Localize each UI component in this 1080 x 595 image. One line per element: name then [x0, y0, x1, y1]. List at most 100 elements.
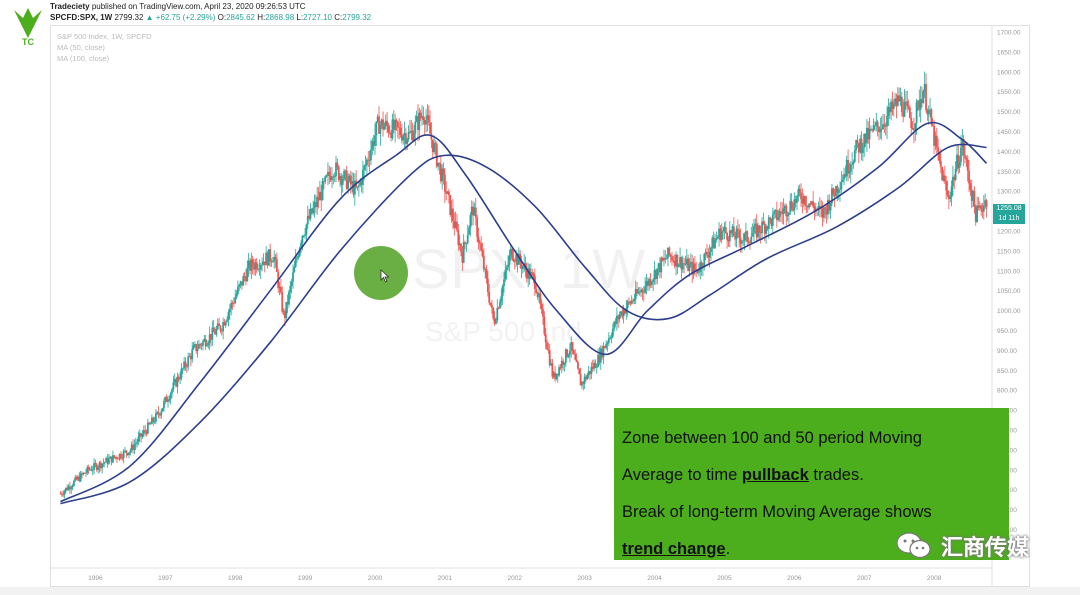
candle-body: [262, 261, 265, 265]
candle-body: [747, 241, 750, 243]
candle-body: [304, 234, 306, 236]
x-tick-label: 1996: [88, 575, 103, 582]
candle-body: [183, 361, 186, 369]
candle-body: [461, 251, 464, 263]
x-tick-label: 2006: [787, 575, 802, 582]
candle-body: [164, 397, 167, 402]
candle-body: [136, 442, 138, 444]
candle-body: [937, 147, 940, 152]
candle-body: [171, 389, 173, 394]
candle-body: [155, 412, 157, 422]
bar-countdown: 1d 11h: [998, 215, 1020, 222]
candle-body: [146, 422, 149, 434]
callout-line-4: trend change.: [622, 531, 1001, 568]
candle-body: [199, 344, 202, 345]
candle-body: [597, 354, 599, 367]
ma50-line: [60, 121, 988, 503]
candle-body: [392, 119, 395, 130]
candle-body: [484, 268, 487, 270]
candle-body: [677, 264, 680, 267]
candle-body: [757, 225, 759, 238]
candle-body: [390, 132, 393, 139]
candle-body: [266, 252, 269, 266]
candle-body: [805, 205, 808, 207]
candle-body: [806, 205, 809, 208]
candle-body: [585, 376, 587, 380]
candle-body: [611, 328, 614, 337]
candle-body: [73, 480, 75, 486]
candle-body: [525, 269, 528, 279]
candle-body: [640, 289, 642, 293]
candle-body: [59, 493, 62, 495]
candle-body: [765, 226, 767, 234]
candle-body: [973, 190, 976, 207]
x-tick-label: 1999: [298, 575, 313, 582]
candle-body: [249, 260, 251, 271]
candle-body: [301, 235, 304, 244]
candle-body: [465, 243, 468, 244]
candle-body: [676, 254, 679, 267]
candle-body: [380, 119, 383, 125]
candle-body: [642, 291, 645, 293]
candle-body: [853, 150, 856, 162]
candle-body: [509, 248, 512, 256]
candle-body: [477, 236, 480, 243]
candle-body: [673, 260, 676, 267]
candle-body: [231, 302, 234, 304]
candle-body: [176, 376, 179, 387]
close-value: 2799.32: [342, 13, 372, 22]
candle-body: [723, 227, 726, 231]
tradeciety-logo-icon: TC: [14, 8, 42, 47]
candle-body: [156, 412, 159, 413]
callout-line-4-end: .: [725, 540, 731, 558]
y-tick-label: 1550.00: [997, 89, 1021, 96]
candle-body: [89, 469, 91, 471]
candle-body: [427, 115, 430, 123]
candle-body: [766, 226, 769, 230]
candle-body: [360, 181, 363, 185]
candle-body: [758, 225, 761, 233]
candle-body: [544, 333, 547, 343]
candle-body: [802, 196, 805, 204]
callout-line-2-end: trades.: [808, 466, 864, 484]
candle-body: [880, 128, 883, 130]
candle-body: [200, 344, 203, 346]
wechat-icon: [896, 532, 931, 559]
candle-body: [75, 477, 78, 480]
candle-body: [857, 143, 860, 153]
candle-body: [925, 83, 927, 110]
candle-body: [789, 200, 792, 213]
candle-body: [964, 155, 966, 159]
candle-body: [425, 119, 427, 125]
candle-body: [672, 260, 675, 262]
candle-body: [536, 292, 539, 298]
candle-body: [753, 225, 755, 234]
candle-body: [649, 279, 652, 286]
candle-body: [836, 186, 839, 193]
candle-body: [196, 348, 199, 352]
candle-body: [689, 261, 692, 264]
candle-body: [620, 311, 622, 315]
candle-body: [512, 258, 515, 261]
candle-body: [817, 205, 820, 210]
x-tick-label: 2000: [368, 575, 383, 582]
candle-body: [278, 286, 281, 289]
candle-body: [87, 466, 90, 470]
candle-body: [972, 190, 974, 201]
candle-body: [941, 166, 944, 181]
candle-body: [708, 251, 711, 258]
candle-body: [790, 200, 793, 209]
candle-body: [253, 266, 255, 270]
candle-body: [923, 83, 926, 91]
candle-body: [86, 466, 89, 473]
candle-body: [480, 243, 483, 251]
candle-body: [890, 101, 892, 113]
candle-body: [232, 302, 235, 304]
candle-body: [448, 191, 450, 196]
candle-body: [896, 95, 899, 106]
candle-body: [466, 234, 469, 244]
candle-body: [946, 190, 949, 196]
candle-body: [617, 315, 620, 320]
candle-body: [687, 258, 690, 271]
candle-body: [293, 266, 296, 273]
